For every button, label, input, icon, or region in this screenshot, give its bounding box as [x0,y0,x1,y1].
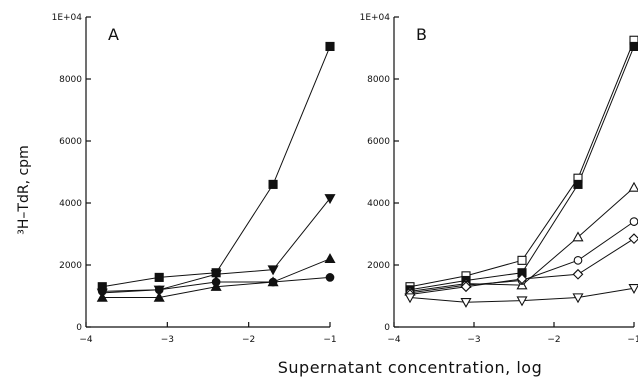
data-point-circle-open [629,217,638,226]
x-tick-label: −1 [627,335,638,345]
x-tick-label: −1 [323,335,336,345]
y-tick-label: 1E+04 [360,13,391,23]
y-tick-label: 1E+04 [52,13,83,23]
x-tick-label: −2 [547,335,560,345]
data-point-triangle-down-open [572,293,584,304]
data-point-square-filled [573,179,583,189]
data-point-triangle-down-filled [324,194,336,205]
data-point-circle-filled [97,287,107,296]
x-tick-label: −4 [387,335,401,345]
series-line [409,40,635,288]
data-point-circle-filled [325,273,335,282]
data-point-triangle-up-open [572,231,584,242]
data-point-square-filled [629,41,638,52]
series-line [409,46,635,291]
data-point-diamond-open [572,268,584,280]
x-tick-label: −4 [79,335,93,345]
data-point-diamond-open [516,273,528,285]
y-tick-label: 2000 [367,261,390,271]
data-point-triangle-down-open [460,297,472,308]
series-line [102,46,331,288]
data-point-triangle-down-filled [210,270,222,281]
y-tick-label: 8000 [59,75,82,85]
panel-a-label: A [108,25,119,44]
y-tick-label: 6000 [59,137,82,147]
data-point-square-open [517,255,527,265]
y-tick-label: 0 [384,323,390,333]
data-point-square-filled [268,179,278,189]
x-tick-label: −3 [161,335,174,345]
data-point-circle-filled [154,285,164,295]
data-point-triangle-down-open [628,284,638,294]
data-point-triangle-up-filled [96,291,108,302]
panel-b-label: B [416,25,427,44]
data-point-circle-open [573,256,583,265]
data-point-triangle-up-filled [324,253,336,264]
data-point-square-filled [325,41,335,52]
x-tick-label: −3 [467,335,480,345]
x-tick-label: −2 [242,335,255,345]
panel-b: B 0 2000 4000 6000 8000 1E+04 −4 −3 −2 −1 [360,13,638,345]
data-point-circle-filled [268,277,278,287]
data-point-diamond-open [628,233,638,245]
y-axis-title: ³H–TdR, cpm [16,145,32,234]
y-tick-label: 2000 [59,261,82,271]
data-point-square-filled [154,272,164,282]
data-point-triangle-up-open [628,181,638,192]
y-tick-label: 4000 [367,199,390,209]
data-point-triangle-down-filled [267,265,279,276]
x-axis-title: Supernatant concentration, log [278,358,543,377]
y-tick-label: 0 [76,323,82,333]
data-point-triangle-down-open [404,293,416,304]
data-point-triangle-up-filled [153,291,165,302]
y-tick-label: 8000 [367,75,390,85]
data-point-diamond-open [460,281,472,293]
panel-a: A 0 2000 4000 6000 8000 1E+04 −4 −3 −2 −1 [52,13,337,345]
y-tick-label: 6000 [367,137,390,147]
data-point-triangle-down-open [516,296,528,307]
data-point-circle-filled [211,277,221,287]
y-tick-label: 4000 [59,199,82,209]
